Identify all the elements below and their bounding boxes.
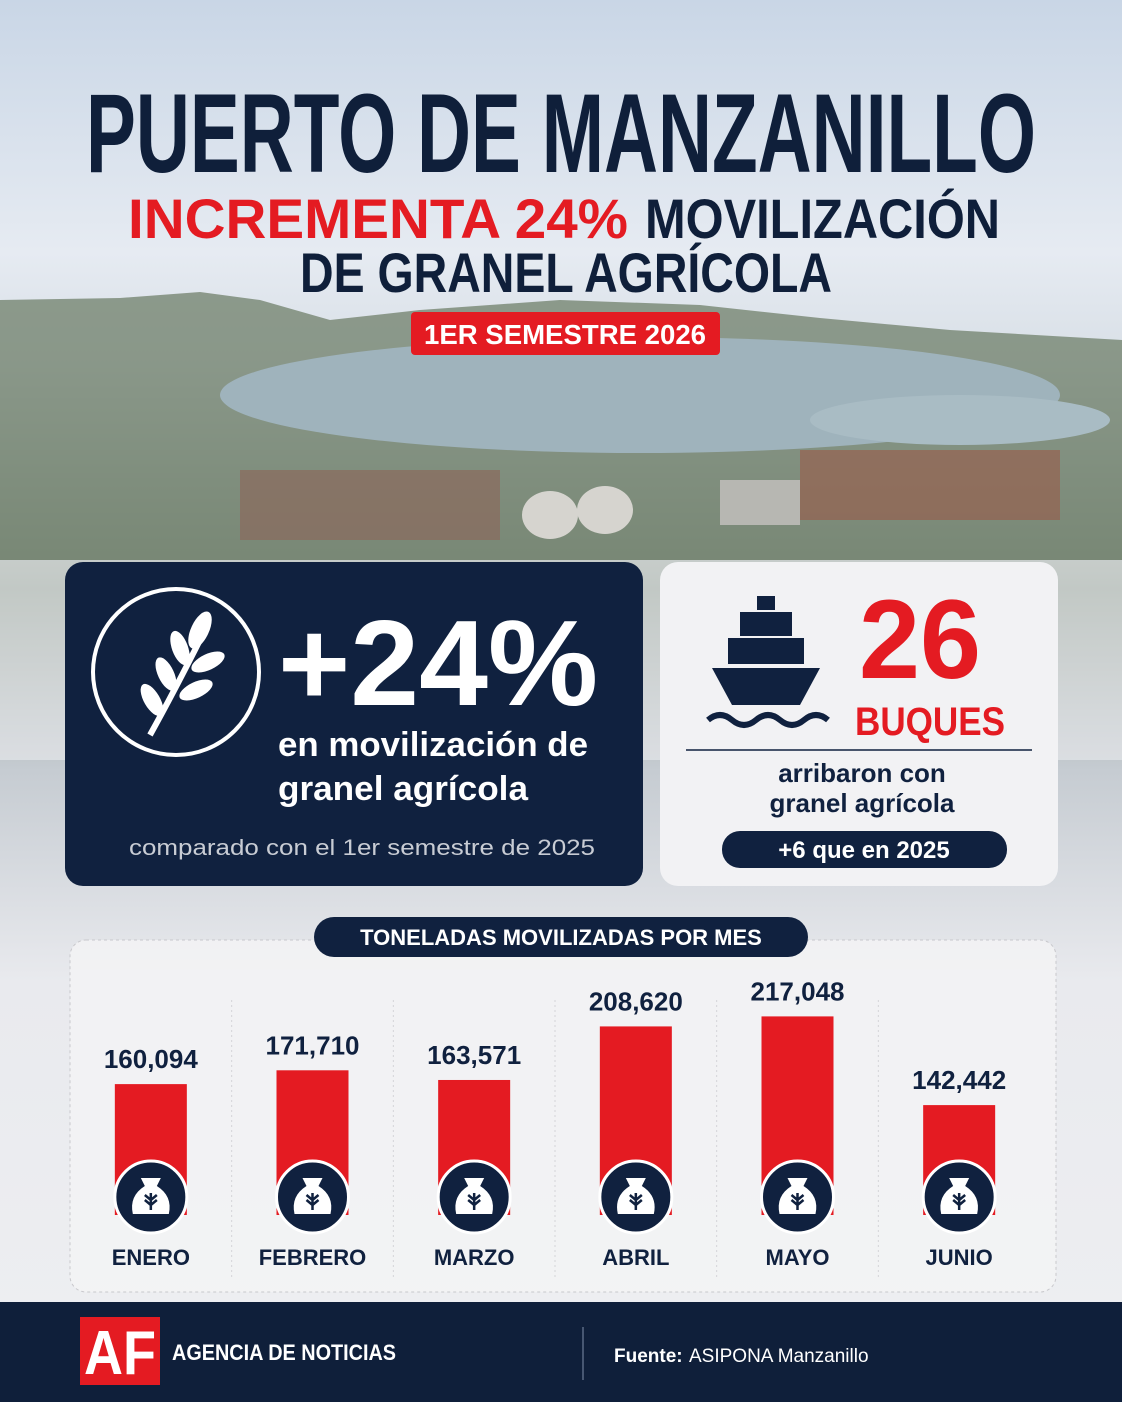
stat-text: en movilización de — [278, 726, 588, 764]
chart-title-pill — [314, 917, 808, 957]
value-label: 160,094 — [104, 1044, 199, 1074]
stat-value: 26 — [859, 577, 981, 702]
chart: 160,094 ENERO 171,710 FEBRERO 163,571 MARZO 20… — [104, 976, 1006, 1280]
stat-badge-text: +6 que en 2025 — [778, 837, 949, 864]
source: ASIPONA Manzanillo — [689, 1346, 869, 1367]
wheat-grain — [170, 630, 190, 666]
containers — [800, 450, 1060, 520]
x-tick-label: JUNIO — [926, 1245, 993, 1270]
stat-unit: BUQUES — [855, 700, 1005, 744]
wheat-icon — [140, 611, 225, 737]
dome — [522, 491, 578, 539]
subtitle: MOVILIZACIÓN — [645, 187, 1000, 250]
badge-text: 1ER SEMESTRE 2026 — [424, 319, 706, 350]
ship-part — [740, 612, 792, 636]
badge — [411, 312, 720, 355]
ship-hull — [712, 668, 820, 705]
sack-leaf — [467, 1193, 481, 1210]
wheat-grain — [191, 651, 225, 673]
stat-badge — [722, 831, 1007, 868]
stat-text: granel agrícola — [770, 788, 955, 818]
source-label: Fuente: — [614, 1346, 683, 1367]
sack-leaf — [790, 1193, 805, 1210]
silos — [720, 480, 800, 525]
bay-water — [810, 395, 1110, 445]
sack-icon — [598, 1159, 674, 1235]
logo-box — [80, 1317, 160, 1385]
ship-part — [728, 638, 804, 664]
stat-text: granel agrícola — [278, 770, 529, 808]
stat-panel — [65, 562, 643, 886]
value-label: 171,710 — [266, 1030, 360, 1060]
containers — [240, 470, 500, 540]
stat-text: arribaron con — [778, 758, 946, 788]
footer — [0, 1302, 1122, 1402]
ship-part — [757, 596, 775, 610]
stat-value: +24% — [278, 595, 598, 731]
title: PUERTO DE MANZANILLO — [86, 71, 1036, 196]
wheat-icon-ring — [91, 587, 261, 757]
sack-icon — [436, 1159, 512, 1235]
sack-leaf — [629, 1193, 643, 1210]
sack-icon — [275, 1159, 350, 1235]
subtitle: DE GRANEL AGRÍCOLA — [300, 241, 832, 304]
ship-icon — [706, 596, 830, 728]
value-label: 217,048 — [751, 976, 845, 1006]
stat-note: comparado con el 1er semestre de 2025 — [129, 835, 595, 860]
wheat-grain — [188, 611, 212, 649]
dome — [577, 486, 633, 534]
x-tick-label: MARZO — [434, 1245, 515, 1270]
sack-icon — [921, 1159, 997, 1235]
x-tick-label: MAYO — [766, 1245, 830, 1270]
logo: AF — [84, 1319, 156, 1388]
wheat-grain — [155, 657, 177, 691]
sack-icon — [760, 1159, 835, 1235]
sack-leaf — [305, 1193, 320, 1210]
x-tick-label: ENERO — [112, 1245, 190, 1270]
value-label: 208,620 — [589, 986, 683, 1016]
sack-leaf — [144, 1193, 158, 1210]
ship-wave — [706, 712, 830, 728]
sack-icon — [113, 1159, 189, 1235]
wheat-grain — [179, 679, 213, 701]
wheat-grain — [140, 683, 164, 717]
sack-leaf — [952, 1193, 966, 1210]
chart-frame — [69, 939, 1057, 1293]
x-tick-label: ABRIL — [602, 1245, 669, 1270]
chart-title: TONELADAS MOVILIZADAS POR MES — [360, 925, 762, 950]
x-tick-label: FEBRERO — [259, 1245, 367, 1270]
value-label: 163,571 — [427, 1040, 521, 1070]
agency: AGENCIA DE NOTICIAS — [172, 1340, 396, 1365]
value-label: 142,442 — [912, 1065, 1006, 1095]
subtitle-highlight: INCREMENTA 24% — [128, 187, 628, 250]
